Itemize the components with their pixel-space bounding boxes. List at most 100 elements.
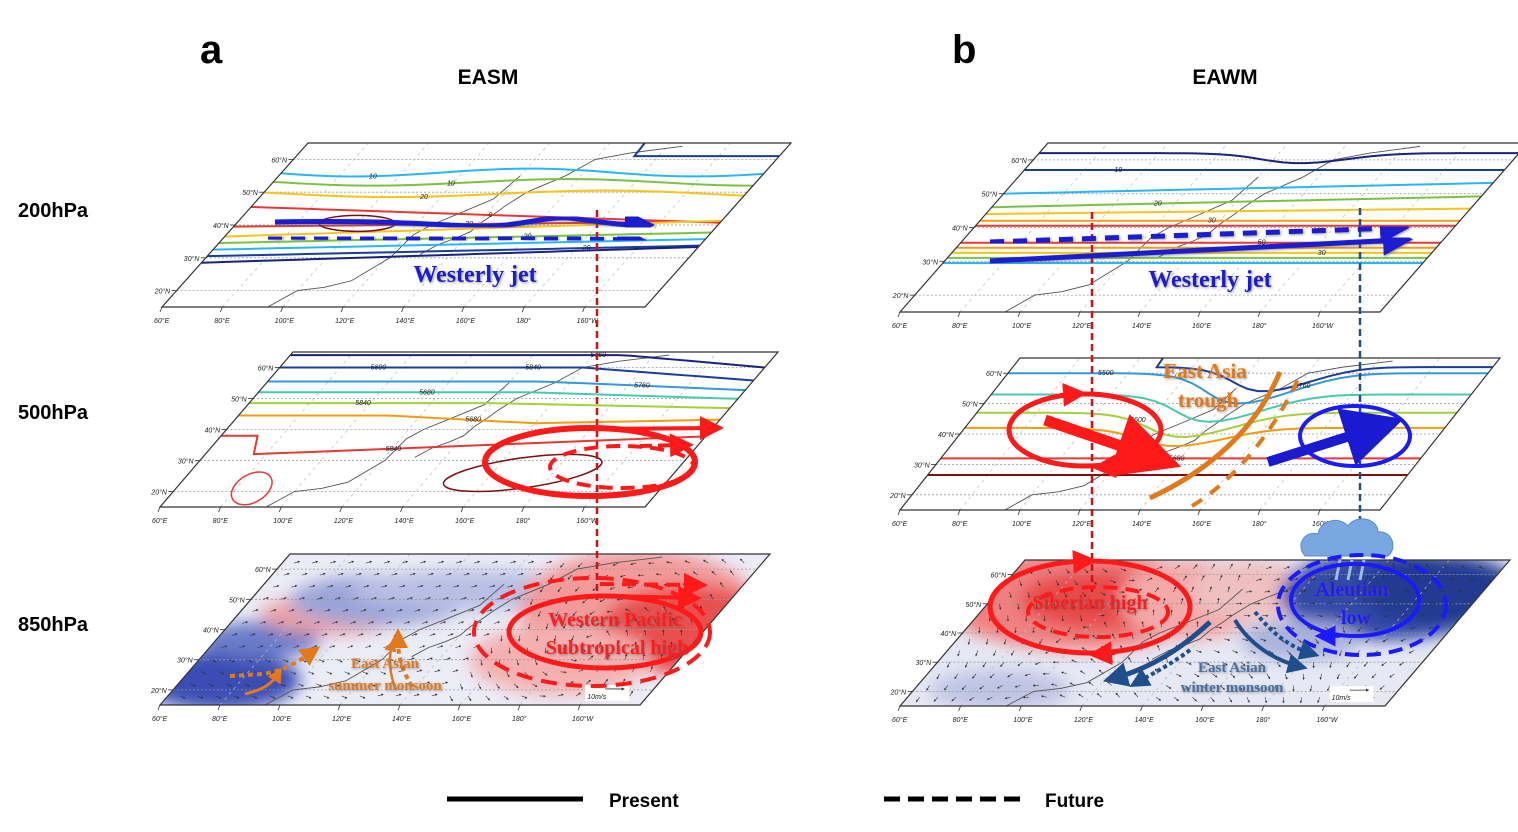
lon-tick [1137, 311, 1141, 318]
lat-tick-label: 50°N [229, 596, 246, 604]
wind-vector [350, 621, 357, 624]
wind-vector [264, 659, 271, 663]
wind-vector [1173, 586, 1177, 593]
wind-vector [1061, 671, 1068, 675]
panel-frame [898, 559, 1512, 707]
wind-vector [404, 621, 411, 624]
wind-vector [1156, 566, 1163, 570]
siberian-high-850-arrow-bottom [1088, 641, 1116, 666]
wind-vector [630, 562, 637, 566]
wind-vector [1123, 621, 1126, 628]
wind-vector [345, 584, 352, 588]
wind-vector [1371, 673, 1377, 679]
wind-vector [1363, 661, 1369, 667]
wind-vector [550, 574, 555, 581]
wind-vector [530, 599, 534, 605]
panel-title-easm: EASM [458, 66, 519, 89]
wind-vector [1248, 673, 1253, 679]
present-jet-arrow-b [989, 225, 1413, 264]
northwesterly-flow-arrow [1043, 414, 1182, 477]
wind-vector [575, 692, 582, 697]
lon-tick-label: 140°E [1132, 322, 1151, 330]
wind-vector [468, 609, 475, 612]
wind-vector [625, 629, 629, 636]
wind-vector [1268, 650, 1274, 655]
panel-content: 5600 5680 5680 5760 5760 5840 5840 5840 [160, 352, 778, 507]
wind-vector [1040, 695, 1048, 698]
contour-line [258, 391, 738, 400]
wind-vector [1035, 603, 1038, 610]
present-aleutian-low-850 [1289, 562, 1421, 638]
future-siberian-high-850 [1026, 585, 1170, 639]
wind-vector [305, 695, 312, 699]
wind-vector [1204, 661, 1210, 665]
lat-tick-label: 40°N [938, 431, 955, 439]
wind-vector [246, 659, 253, 663]
wind-vector [1393, 601, 1400, 605]
lat-tick-label: 20°N [150, 489, 168, 497]
wind-vector [381, 584, 388, 588]
aleutian-low-label-line2: low [1341, 607, 1372, 629]
wind-vector [516, 659, 520, 666]
lon-tick-label: 140°E [392, 715, 411, 723]
contour-line [221, 434, 706, 456]
wind-vector [567, 574, 573, 580]
wind-vector [386, 621, 393, 624]
wind-vector [179, 695, 186, 699]
wind-vector [298, 683, 304, 687]
wind-vector [1017, 603, 1020, 610]
wind-vector [1383, 614, 1390, 618]
contour-line [238, 414, 721, 425]
aleutian-low-label-line1: Aleutian [1315, 579, 1388, 601]
wind-vector [644, 606, 649, 612]
wind-vector [269, 695, 276, 699]
wind-vector [671, 617, 675, 624]
wind-vector [257, 645, 264, 648]
wind-vector [368, 621, 375, 624]
wind-vector [309, 584, 316, 588]
longitude-gridline [584, 352, 718, 507]
lat-tick-label: 20°N [892, 292, 910, 300]
longitude-gridline [959, 358, 1081, 510]
wind-vector [546, 560, 553, 564]
wind-vector [1425, 563, 1430, 569]
wind-vector [460, 597, 467, 600]
lon-tick [461, 306, 465, 313]
wind-vector [321, 633, 328, 636]
wind-vector [478, 597, 485, 600]
map-panel-a_500: 5600 5680 5680 5760 5760 5840 5840 5840 60°E 80°E… [150, 351, 780, 525]
wind-vector [690, 617, 693, 624]
wind-vector [993, 650, 997, 657]
lat-tick-label: 40°N [203, 627, 220, 635]
panel-frame [160, 142, 793, 308]
wind-vector [1260, 638, 1267, 642]
future-aleutian-low-850 [1276, 553, 1448, 657]
wind-vector [1404, 589, 1410, 593]
wind-vector [495, 683, 500, 689]
wind-vector [231, 633, 238, 636]
wind-vector [249, 633, 256, 636]
wind-vector [1326, 602, 1334, 605]
lon-tick [1261, 705, 1265, 712]
wind-vector [414, 609, 421, 612]
wind-vector [1266, 673, 1271, 680]
wind-vector [1252, 626, 1259, 630]
future-winter-monsoon-arrow-1 [1129, 648, 1192, 688]
wind-vector [1017, 661, 1023, 667]
siberian-high-850-arrow-top [1069, 549, 1097, 574]
wind-scale-label: 10m/s [1332, 695, 1352, 702]
lat-tick-label: 40°N [213, 222, 230, 230]
lon-tick-label: 180° [1256, 716, 1271, 724]
wind-vector [233, 695, 240, 699]
wind-vector [560, 671, 567, 674]
wind-vector [1346, 662, 1351, 668]
wind-vector [319, 572, 326, 576]
wind-vector [961, 685, 967, 691]
longitude-gridline [341, 352, 476, 507]
wind-vector [390, 659, 397, 663]
shading-patch [1190, 560, 1310, 620]
longitude-gridline [959, 143, 1109, 312]
wind-vector [1004, 696, 1011, 700]
wind-vector [417, 584, 424, 588]
wind-vector [251, 695, 258, 699]
